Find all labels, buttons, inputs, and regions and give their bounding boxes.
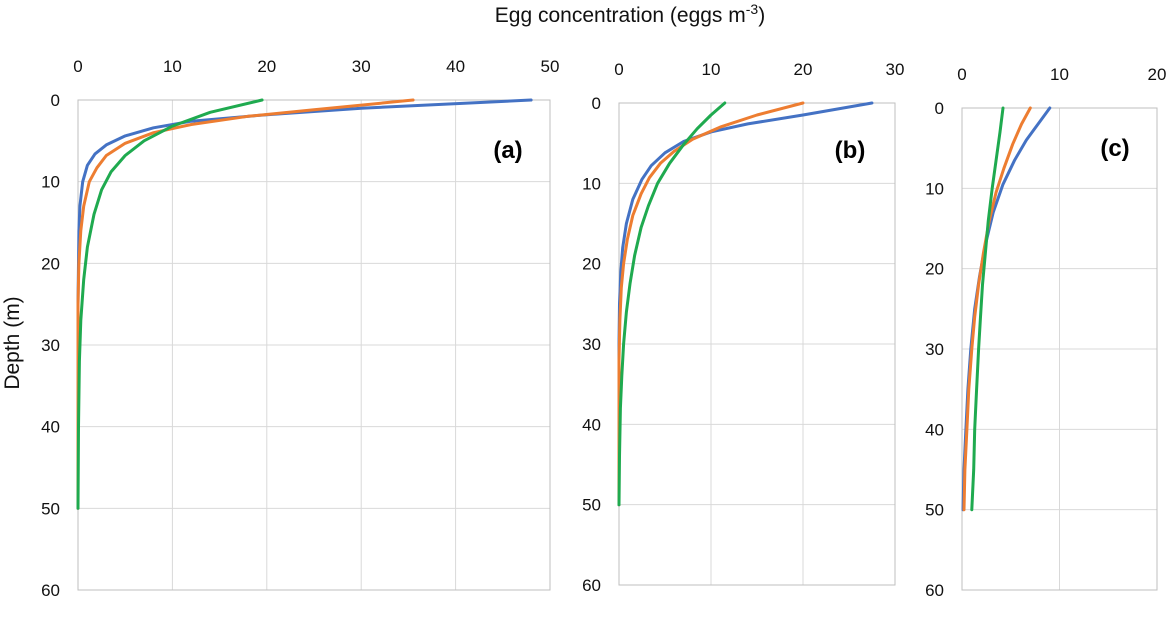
panel-b: 0 10 20 30 0 10 20 30 40 50 60 (b) <box>582 60 904 595</box>
y-tick-label: 30 <box>582 335 601 354</box>
y-axis-title: Depth (m) <box>1 296 24 389</box>
series-line-blue <box>76 98 533 510</box>
series-line-orange <box>617 101 805 507</box>
y-tick-label: 40 <box>925 420 944 439</box>
series-line-green <box>617 101 727 507</box>
x-tick-label: 10 <box>163 57 182 76</box>
x-tick-label: 0 <box>73 57 82 76</box>
x-tick-label: 0 <box>957 65 966 84</box>
y-tick-label: 60 <box>925 581 944 600</box>
panel-label: (a) <box>493 137 522 164</box>
y-tick-label: 10 <box>41 173 60 192</box>
series-line-green <box>970 106 1005 512</box>
y-tick-label: 0 <box>592 94 601 113</box>
y-tick-label: 20 <box>582 255 601 274</box>
y-tick-label: 60 <box>41 581 60 600</box>
x-tick-label: 10 <box>702 60 721 79</box>
panel-c: 0 10 20 0 10 20 30 40 50 60 (c) <box>925 65 1166 600</box>
x-tick-label: 20 <box>257 57 276 76</box>
y-tick-label: 50 <box>925 501 944 520</box>
x-tick-label: 0 <box>614 60 623 79</box>
y-tick-label: 0 <box>51 91 60 110</box>
x-tick-label: 20 <box>794 60 813 79</box>
y-tick-label: 20 <box>41 254 60 273</box>
y-tick-label: 10 <box>925 179 944 198</box>
y-tick-label: 30 <box>41 336 60 355</box>
x-tick-label: 50 <box>541 57 560 76</box>
panel-label: (c) <box>1100 135 1129 162</box>
x-tick-label: 10 <box>1050 65 1069 84</box>
y-tick-label: 0 <box>935 99 944 118</box>
y-tick-label: 60 <box>582 576 601 595</box>
x-tick-label: 20 <box>1148 65 1167 84</box>
y-tick-label: 10 <box>582 174 601 193</box>
y-tick-label: 50 <box>582 496 601 515</box>
plot-area-frame <box>961 107 1158 591</box>
x-axis-title-main: Egg concentration (eggs m <box>495 4 746 27</box>
x-tick-label: 30 <box>886 60 905 79</box>
series-line-orange <box>76 98 415 510</box>
y-tick-label: 40 <box>41 418 60 437</box>
y-tick-label: 20 <box>925 260 944 279</box>
x-axis-title: Egg concentration (eggs m-3) <box>495 1 765 27</box>
chart-panels: 0 10 20 30 40 50 0 10 20 30 40 50 60 (a) 0 10 20 30 0 10 20 3… <box>41 57 1166 600</box>
series-line-green <box>76 98 264 510</box>
y-tick-label: 40 <box>582 415 601 434</box>
panel-label: (b) <box>835 137 866 164</box>
y-tick-label: 30 <box>925 340 944 359</box>
y-tick-label: 50 <box>41 499 60 518</box>
series-line-orange <box>962 106 1032 512</box>
x-axis-title-end: ) <box>758 4 765 27</box>
x-tick-label: 40 <box>446 57 465 76</box>
x-tick-label: 30 <box>352 57 371 76</box>
panel-a: 0 10 20 30 40 50 0 10 20 30 40 50 60 (a) <box>41 57 559 600</box>
x-axis-title-superscript: -3 <box>746 1 759 17</box>
